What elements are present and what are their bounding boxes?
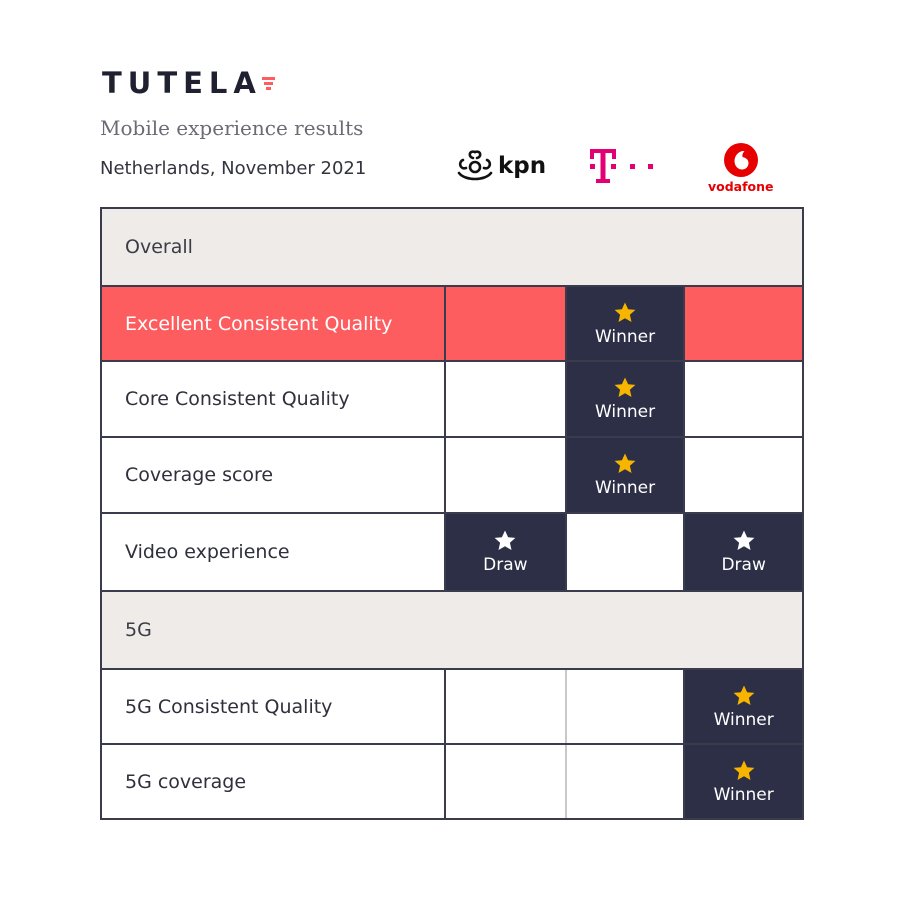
section-header: Overall <box>100 207 804 287</box>
result-row: Excellent Consistent Quality Winner <box>100 287 804 362</box>
metric-label: Excellent Consistent Quality <box>102 287 447 360</box>
kpn-logo: kpn <box>455 146 546 186</box>
section-title: 5G <box>125 619 152 641</box>
result-cell-telekom <box>564 514 684 590</box>
report-location-date: Netherlands, November 2021 <box>100 158 367 179</box>
result-text: Draw <box>721 555 766 575</box>
result-cell-vodafone: Winner <box>683 745 802 818</box>
winner-star-icon <box>614 302 636 322</box>
metric-label: Video experience <box>102 514 447 590</box>
vodafone-logo: vodafone <box>708 142 774 194</box>
winner-star-icon <box>614 453 636 473</box>
result-cell-kpn <box>446 670 565 743</box>
metric-label: Coverage score <box>102 438 447 512</box>
tutela-mark-icon <box>261 77 275 90</box>
vodafone-wordmark: vodafone <box>708 179 774 194</box>
result-text: Winner <box>594 478 656 498</box>
result-cell-kpn <box>446 287 565 360</box>
kpn-wordmark: kpn <box>498 153 547 179</box>
result-row: Coverage score Winner <box>100 438 804 514</box>
result-row: 5G coverage Winner <box>100 745 804 820</box>
result-cell-telekom: Winner <box>564 287 684 360</box>
result-cell-kpn: Draw <box>446 514 565 590</box>
t-mobile-logo <box>590 148 666 186</box>
result-cell-telekom: Winner <box>564 438 684 512</box>
result-text: Draw <box>483 555 528 575</box>
winner-star-icon <box>614 377 636 397</box>
result-cell-kpn <box>446 438 565 512</box>
draw-star-icon <box>494 530 516 550</box>
result-cell-telekom: Winner <box>564 362 684 436</box>
winner-star-icon <box>733 760 755 780</box>
result-cell-telekom <box>564 670 684 743</box>
tutela-logo: TUTELA <box>102 66 276 100</box>
metric-label: Core Consistent Quality <box>102 362 447 436</box>
result-row: Video experience Draw Draw <box>100 514 804 592</box>
vodafone-speechmark-logo-icon <box>723 143 758 177</box>
report-subtitle: Mobile experience results <box>100 116 364 140</box>
result-text: Winner <box>594 402 656 422</box>
winner-star-icon <box>733 685 755 705</box>
section-title: Overall <box>125 236 193 258</box>
result-cell-vodafone <box>683 438 802 512</box>
result-cell-telekom <box>564 745 684 818</box>
section-header: 5G <box>100 592 804 670</box>
result-row: 5G Consistent Quality Winner <box>100 670 804 745</box>
result-cell-vodafone <box>683 362 802 436</box>
kpn-crown-logo-icon <box>457 150 493 181</box>
result-row: Core Consistent Quality Winner <box>100 362 804 438</box>
result-text: Winner <box>594 326 656 347</box>
brand-name: TUTELA <box>102 66 262 100</box>
results-table: Overall Excellent Consistent Quality Winne… <box>100 207 804 820</box>
metric-label: 5G coverage <box>102 745 447 818</box>
result-cell-kpn <box>446 745 565 818</box>
result-cell-vodafone <box>683 287 802 360</box>
telekom-t-logo-icon <box>590 149 653 183</box>
draw-star-icon <box>733 530 755 550</box>
metric-label: 5G Consistent Quality <box>102 670 447 743</box>
result-cell-kpn <box>446 362 565 436</box>
result-text: Winner <box>713 784 774 805</box>
result-cell-vodafone: Winner <box>683 670 802 743</box>
result-cell-vodafone: Draw <box>683 514 802 590</box>
result-text: Winner <box>713 709 774 730</box>
